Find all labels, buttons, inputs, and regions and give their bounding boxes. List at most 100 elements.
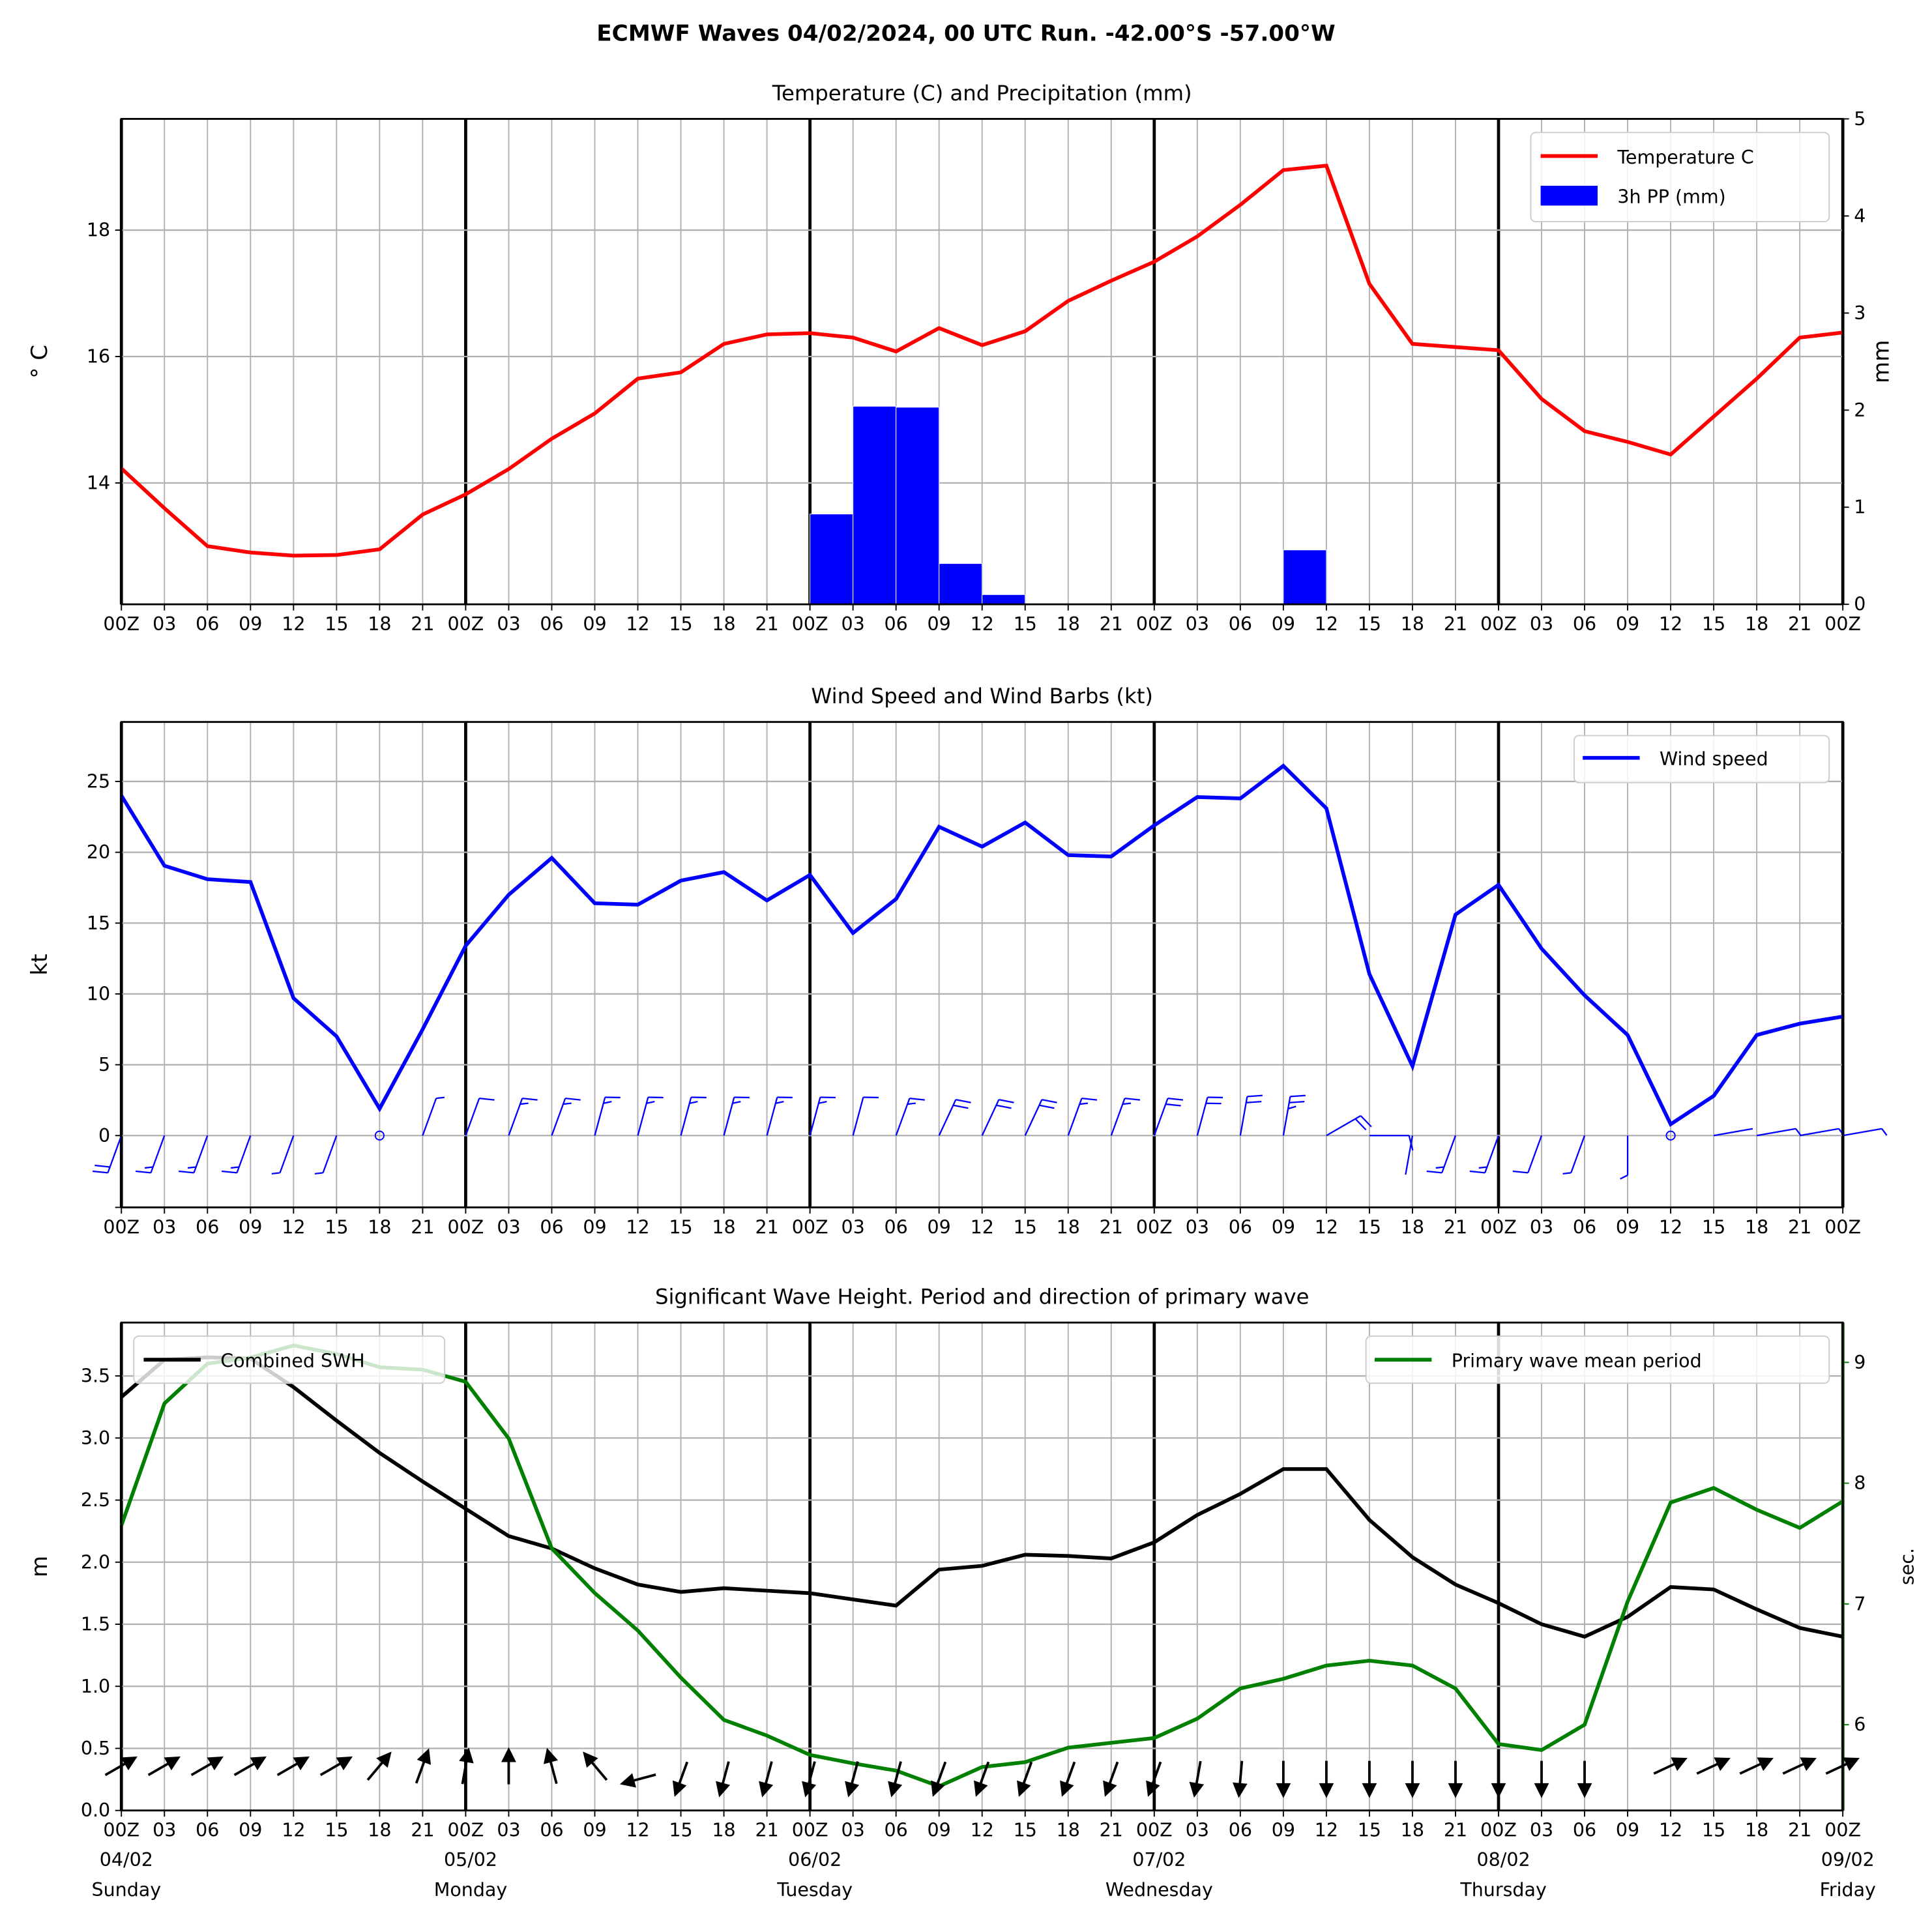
x-tick-label: 09	[1272, 613, 1295, 635]
x-tick-label: 00Z	[103, 613, 139, 635]
x-tick-label: 09	[928, 1216, 951, 1238]
x-tick-label: 12	[971, 1216, 994, 1238]
legend-box	[1530, 132, 1830, 223]
weekday-label: Thursday	[1459, 1879, 1547, 1901]
x-tick-label: 00Z	[1136, 613, 1173, 635]
y2-axis-label: mm	[1868, 340, 1894, 383]
wave-direction-arrow	[104, 1756, 138, 1777]
date-label: 07/02	[1132, 1849, 1186, 1871]
x-tick-label: 18	[368, 1216, 391, 1238]
x-tick-label: 15	[325, 613, 348, 635]
x-tick-label: 00Z	[448, 1820, 484, 1841]
y2-tick-label: 8	[1854, 1472, 1866, 1494]
wind-barb	[895, 1098, 925, 1136]
x-tick-label: 00Z	[1136, 1216, 1173, 1238]
wind-barb	[1282, 1094, 1306, 1136]
panel-2: Wind Speed and Wind Barbs (kt) 00Z 03 06 09 1…	[27, 684, 1888, 1238]
temperature-line	[120, 164, 1843, 558]
weekday-label: Sunday	[92, 1879, 162, 1901]
x-tick-label: 06	[540, 613, 563, 635]
y-tick-label: 0.5	[81, 1738, 110, 1759]
y2-tick-label: 3	[1854, 302, 1866, 324]
x-tick-label: 21	[1444, 1820, 1467, 1841]
legend-box	[1573, 735, 1830, 783]
x-tick-label: 21	[411, 1216, 434, 1238]
x-tick-label: 18	[1057, 1216, 1080, 1238]
wind-barb	[1512, 1135, 1543, 1174]
wave-direction-arrow	[888, 1761, 903, 1798]
x-tick-label: 12	[1659, 1216, 1682, 1238]
y2-tick-label: 9	[1854, 1352, 1866, 1373]
x-tick-label: 15	[1702, 1216, 1725, 1238]
x-tick-label: 00Z	[448, 613, 484, 635]
x-tick-label: 12	[626, 1820, 649, 1841]
precip-bar	[853, 405, 897, 605]
wind-barb	[938, 1099, 971, 1136]
x-tick-label: 06	[885, 613, 908, 635]
x-tick-label: 12	[626, 613, 649, 635]
x-tick-label: 15	[1358, 1216, 1381, 1238]
legend: Temperature C 3h PP (mm)	[1530, 132, 1830, 223]
y-tick-label: 15	[87, 912, 110, 934]
wind-barb	[271, 1135, 295, 1175]
wave-direction-arrow	[1103, 1761, 1119, 1797]
x-tick-label: 09	[583, 613, 606, 635]
precip-bar	[810, 514, 854, 605]
wave-direction-arrow	[1448, 1760, 1463, 1798]
legend-label: Primary wave mean period	[1452, 1350, 1702, 1372]
wind-barb	[1620, 1135, 1629, 1180]
wind-barb	[1110, 1098, 1141, 1136]
x-tick-label: 09	[239, 1820, 262, 1841]
plot-frame	[120, 721, 1844, 1208]
x-tick-label: 09	[1272, 1820, 1295, 1841]
wind-barb	[594, 1096, 621, 1136]
x-tick-label: 03	[497, 1820, 520, 1841]
y-tick-label: 14	[87, 472, 110, 493]
wave-direction-arrow	[931, 1761, 947, 1797]
x-tick-label: 21	[1444, 1216, 1467, 1238]
x-tick-label: 03	[1530, 613, 1553, 635]
x-tick-label: 21	[1788, 1820, 1811, 1841]
wave-direction-arrow	[1491, 1760, 1506, 1798]
x-tick-label: 12	[282, 613, 305, 635]
weekday-label: Wednesday	[1105, 1879, 1213, 1901]
x-tick-label: 09	[1616, 1216, 1639, 1238]
x-tick-label: 12	[282, 1216, 305, 1238]
y2-tick-label: 0	[1854, 594, 1866, 615]
x-tick-label: 06	[1573, 1820, 1596, 1841]
wave-direction-arrow	[415, 1748, 432, 1784]
precip-bar	[896, 407, 940, 605]
x-tick-label: 06	[540, 1216, 563, 1238]
x-tick-label: 03	[497, 1216, 520, 1238]
wind-barb	[1153, 1098, 1184, 1136]
wind-barb	[766, 1096, 793, 1136]
x-tick-label: 15	[1358, 613, 1381, 635]
y-tick-label: 10	[87, 983, 110, 1004]
x-tick-label: 06	[1229, 613, 1252, 635]
x-tick-label: 00Z	[792, 1820, 828, 1841]
x-tick-label: 09	[583, 1820, 606, 1841]
x-tick-label: 03	[1186, 1216, 1209, 1238]
y2-tick-label: 1	[1854, 497, 1866, 518]
wind-barb	[809, 1096, 836, 1136]
x-tick-label: 09	[1272, 1216, 1295, 1238]
weekday-label: Tuesday	[776, 1879, 853, 1901]
x-tick-label: 15	[1702, 613, 1725, 635]
wind-barb	[92, 1135, 123, 1174]
y2-tick-label: 7	[1854, 1593, 1866, 1614]
x-tick-label: 21	[1100, 1820, 1123, 1841]
x-tick-label: 09	[1616, 613, 1639, 635]
wave-direction-arrow	[1232, 1760, 1248, 1798]
weekday-label: Friday	[1820, 1879, 1876, 1901]
wave-direction-arrow	[802, 1761, 817, 1798]
legend-label: 3h PP (mm)	[1617, 186, 1725, 208]
x-tick-label: 03	[842, 1216, 865, 1238]
x-tick-label: 21	[1444, 613, 1467, 635]
x-tick-label: 06	[1573, 1216, 1596, 1238]
x-tick-label: 18	[368, 1820, 391, 1841]
y-tick-label: 2.0	[81, 1551, 110, 1573]
x-tick-label: 15	[669, 613, 692, 635]
wave-direction-arrow	[459, 1747, 474, 1785]
wind-barb	[1756, 1128, 1802, 1137]
